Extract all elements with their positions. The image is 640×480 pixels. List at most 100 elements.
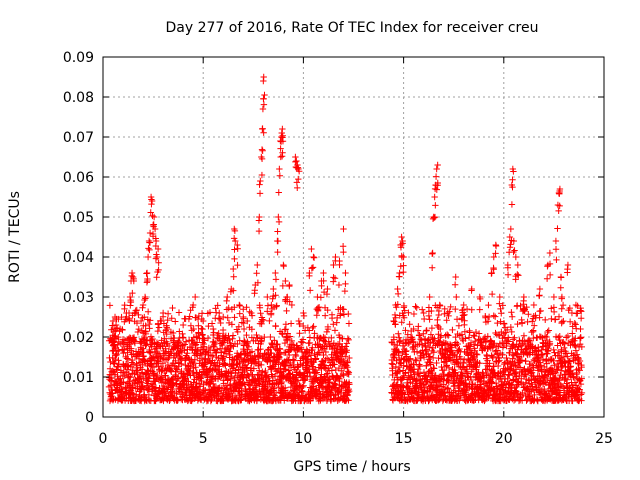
data-point — [339, 243, 347, 250]
data-point — [257, 310, 264, 317]
data-point — [341, 287, 349, 295]
data-point — [290, 357, 298, 364]
data-point — [182, 338, 190, 345]
x-tick-label: 10 — [294, 431, 312, 447]
data-point — [400, 268, 407, 276]
data-point — [198, 372, 206, 380]
data-point — [181, 341, 189, 348]
data-points — [105, 73, 586, 405]
data-point — [395, 273, 403, 280]
data-point — [172, 318, 179, 325]
data-point — [259, 316, 266, 323]
data-point — [281, 384, 289, 391]
data-point — [398, 233, 405, 241]
data-point — [563, 334, 570, 341]
data-point — [129, 384, 137, 391]
data-point — [224, 293, 231, 301]
data-point — [294, 377, 302, 384]
data-point — [434, 161, 441, 169]
data-point — [345, 336, 352, 344]
data-point — [155, 324, 163, 331]
data-point — [419, 306, 426, 313]
data-point — [261, 91, 268, 99]
data-point — [278, 330, 286, 337]
data-point — [428, 250, 436, 258]
data-point — [150, 213, 158, 221]
y-tick-label: 0.01 — [63, 370, 94, 386]
data-point — [154, 357, 161, 364]
y-tick-label: 0.04 — [63, 250, 94, 266]
data-point — [343, 340, 351, 347]
data-point — [340, 372, 347, 379]
data-point — [287, 383, 295, 391]
data-point — [208, 376, 216, 383]
data-point — [490, 312, 497, 319]
data-point — [109, 390, 116, 397]
data-point — [331, 361, 338, 368]
x-tick-label: 0 — [99, 431, 108, 447]
data-point — [141, 296, 148, 304]
data-point — [272, 269, 279, 277]
data-point — [430, 214, 438, 221]
data-point — [283, 307, 290, 315]
data-point — [500, 360, 508, 368]
data-point — [149, 335, 156, 343]
data-point — [564, 265, 571, 273]
data-point — [128, 345, 135, 352]
data-point — [138, 369, 146, 376]
data-point — [337, 310, 344, 317]
data-point — [120, 378, 127, 386]
data-point — [114, 341, 121, 349]
data-point — [260, 316, 267, 324]
data-point — [463, 305, 471, 313]
data-point — [175, 309, 183, 316]
data-point — [234, 340, 241, 348]
data-point — [162, 372, 169, 379]
data-point — [146, 239, 153, 246]
data-point — [243, 304, 250, 311]
data-point — [542, 316, 549, 324]
data-point — [304, 353, 312, 360]
data-point — [300, 382, 307, 389]
data-point — [508, 313, 516, 320]
data-point — [488, 290, 496, 298]
y-tick-label: 0.08 — [63, 90, 94, 106]
data-point — [231, 314, 238, 321]
data-point — [129, 361, 137, 368]
data-point — [466, 329, 473, 336]
data-point — [468, 306, 475, 313]
data-point — [254, 261, 261, 269]
data-point — [323, 371, 330, 379]
data-point — [192, 380, 200, 388]
data-point — [317, 294, 325, 301]
data-point — [293, 179, 301, 186]
data-point — [288, 301, 296, 309]
data-point — [138, 379, 145, 386]
data-point — [275, 189, 282, 196]
data-point — [225, 319, 233, 327]
data-point — [271, 337, 278, 344]
data-point — [272, 276, 280, 283]
data-point — [192, 314, 199, 321]
y-tick-label: 0.03 — [63, 290, 94, 306]
data-point — [237, 351, 244, 359]
data-point — [167, 367, 174, 374]
data-point — [146, 246, 153, 254]
data-point — [485, 301, 492, 309]
data-point — [338, 343, 345, 351]
data-point — [309, 379, 316, 387]
data-point — [282, 321, 290, 328]
data-point — [187, 322, 195, 329]
data-point — [234, 245, 241, 252]
data-point — [218, 371, 226, 378]
data-point — [255, 352, 263, 359]
data-point — [434, 322, 441, 329]
data-point — [140, 349, 147, 356]
data-point — [236, 302, 244, 310]
data-point — [260, 129, 267, 136]
data-point — [507, 241, 514, 248]
x-tick-label: 15 — [395, 431, 413, 447]
data-point — [326, 379, 334, 386]
data-point — [211, 339, 219, 347]
